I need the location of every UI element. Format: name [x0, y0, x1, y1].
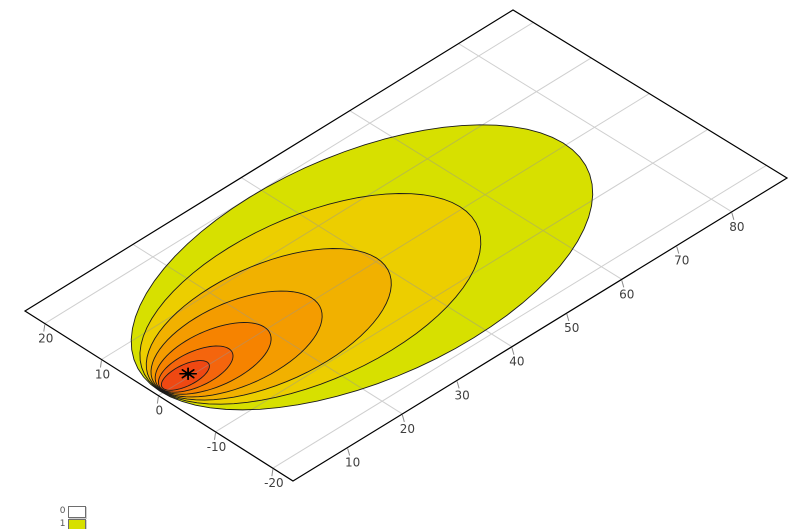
y-tick-0	[156, 396, 159, 404]
light-source-marker	[179, 367, 197, 381]
gridline-x-80	[458, 43, 733, 213]
y-tick-10	[99, 360, 102, 368]
legend-item-label: 1	[59, 519, 66, 529]
y-tick-label--20: -20	[264, 476, 284, 490]
x-tick-label-30: 30	[454, 388, 469, 402]
contour-line-lux-16	[154, 322, 272, 395]
plot-border	[23, 9, 789, 482]
legend-item: 0	[53, 505, 87, 518]
x-tick-40	[511, 347, 515, 355]
legend-item: 1	[53, 518, 87, 529]
y-tick-20	[43, 324, 46, 332]
legend-swatch	[68, 518, 87, 529]
contour-line-lux-32	[157, 345, 234, 393]
x-tick-label-10: 10	[345, 455, 360, 469]
x-tick-30	[456, 381, 460, 389]
contour-line-lux-4	[145, 248, 392, 401]
contour-line-lux-8	[150, 290, 323, 398]
gridline-y--10	[215, 128, 709, 433]
y-tick-label-20: 20	[38, 332, 53, 346]
x-tick-70	[676, 246, 680, 254]
gridline-y-20	[44, 21, 534, 324]
asterisk-ray	[181, 369, 195, 379]
contour-fills	[131, 124, 593, 410]
y-tick-label--10: -10	[207, 440, 227, 454]
legend: lux >= 01248163264	[4, 505, 87, 529]
x-tick-label-70: 70	[674, 254, 689, 268]
x-tick-label-50: 50	[564, 321, 579, 335]
gridline-y-0	[158, 93, 650, 397]
contour-line-lux-2	[139, 193, 482, 405]
y-tick-label-10: 10	[95, 368, 110, 382]
contour-line-lux-64	[160, 360, 210, 391]
gridline-y--20	[272, 164, 767, 469]
gridline-x-60	[349, 110, 623, 280]
y-tick-label-0: 0	[156, 404, 164, 418]
gridline-x-20	[132, 243, 403, 415]
grid-lines	[44, 21, 767, 469]
x-tick-80	[731, 212, 735, 220]
y-tick--10	[214, 432, 216, 440]
x-tick-label-20: 20	[400, 422, 415, 436]
gridline-x-40	[241, 177, 513, 348]
legend-item-label: 0	[59, 506, 66, 516]
legend-swatch	[68, 505, 87, 518]
contour-line-lux-1	[130, 124, 594, 411]
x-tick-label-60: 60	[619, 287, 634, 301]
legend-items: 01248163264	[41, 505, 87, 529]
axes: 10 20 30 40 50 60 70 80 20 10 0 -10 -20	[38, 212, 745, 490]
x-tick-label-80: 80	[729, 220, 744, 234]
y-tick--20	[271, 469, 274, 477]
x-tick-10	[347, 448, 351, 456]
contour-outlines	[130, 124, 594, 411]
x-tick-50	[566, 313, 570, 322]
x-tick-20	[401, 414, 405, 423]
x-tick-60	[621, 280, 625, 288]
gridline-y-10	[101, 57, 592, 360]
x-tick-label-40: 40	[509, 355, 524, 369]
